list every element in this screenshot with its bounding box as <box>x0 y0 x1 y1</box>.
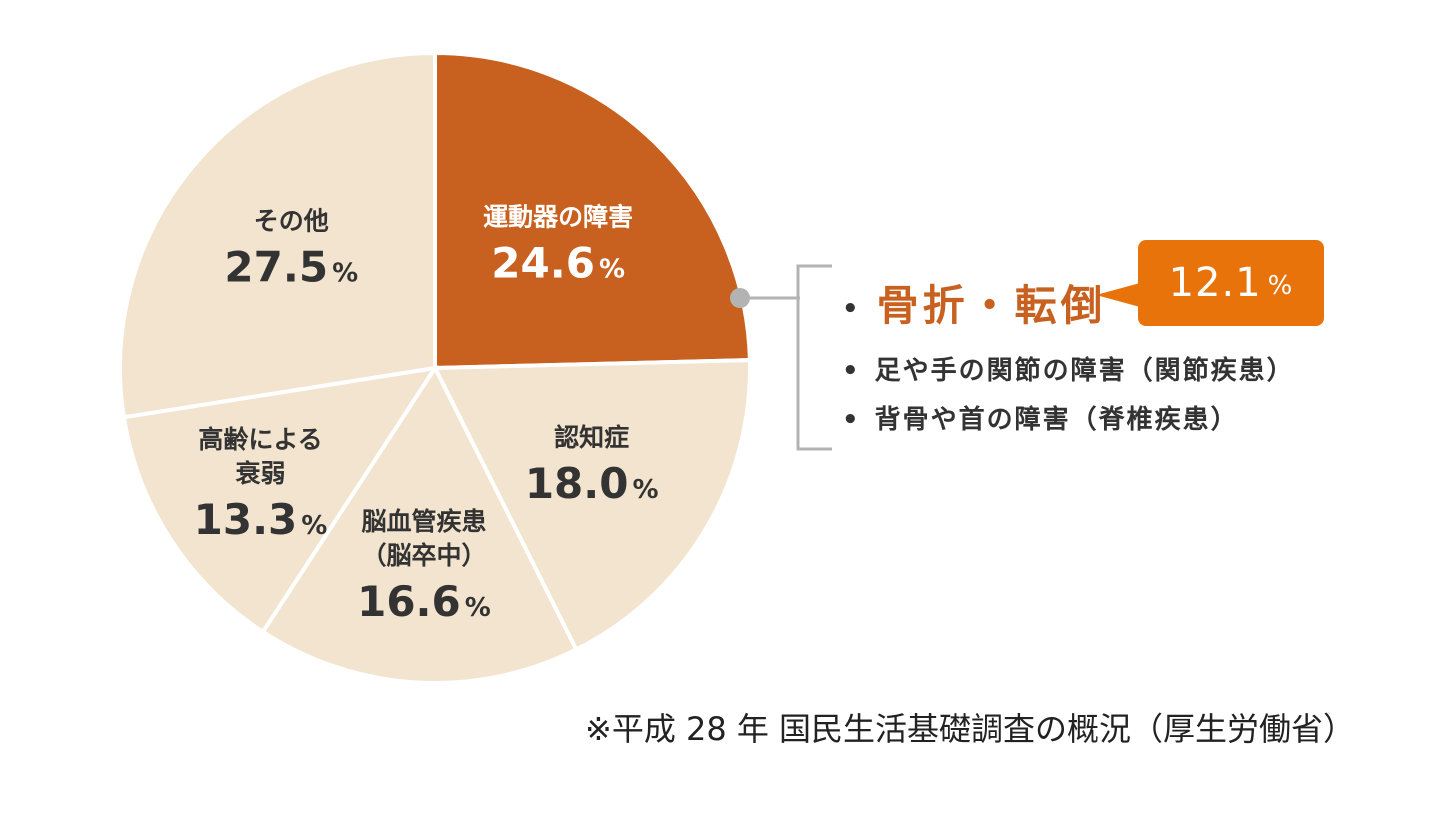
slice-value-unit: % <box>632 475 658 505</box>
slice-value-number: 24.6 <box>491 239 595 288</box>
slice-label: 高齢による <box>198 425 322 454</box>
callout-tail <box>1096 283 1140 307</box>
slice-value-number: 27.5 <box>224 242 328 291</box>
pie-slice <box>118 50 437 420</box>
slice-value: 13.3% <box>194 495 328 544</box>
slice-value-number: 13.3 <box>194 495 298 544</box>
slice-value-number: 18.0 <box>525 459 629 508</box>
breakdown-item-spine: • 背骨や首の障害（脊椎疾患） <box>842 399 1239 436</box>
breakdown-item-label: 背骨や首の障害（脊椎疾患） <box>874 405 1239 435</box>
slice-value: 27.5% <box>224 242 358 291</box>
slice-label: 脳血管疾患 <box>361 507 486 536</box>
pie-slices <box>118 50 752 685</box>
callout-number: 12.1 <box>1168 260 1262 306</box>
source-footnote: ※平成 28 年 国民生活基礎調査の概況（厚生労働省） <box>585 710 1356 748</box>
breakdown-item-joint: • 足や手の関節の障害（関節疾患） <box>842 350 1295 387</box>
slice-label: その他 <box>254 206 329 235</box>
breakdown-connector <box>730 264 832 451</box>
slice-value-unit: % <box>301 511 327 541</box>
breakdown-item-fracture: • 骨折・転倒 <box>842 272 1107 333</box>
pie-slice <box>260 363 579 685</box>
callout-unit: % <box>1267 271 1294 301</box>
slice-label: （脳卒中） <box>361 541 486 570</box>
bullet: • <box>842 405 861 435</box>
bullet: • <box>842 293 863 324</box>
slice-label: 運動器の障害 <box>483 203 633 232</box>
slice-label: 衰弱 <box>235 459 286 488</box>
connector-dot <box>730 288 750 308</box>
slice-value-unit: % <box>599 255 625 285</box>
bullet: • <box>842 356 861 386</box>
slice-value-unit: % <box>332 258 358 288</box>
pie-slice <box>121 365 440 635</box>
pie-slice <box>431 358 752 653</box>
slice-value-unit: % <box>465 593 491 623</box>
slice-value: 16.6% <box>357 577 491 626</box>
callout-box <box>1138 240 1324 326</box>
slice-value: 18.0% <box>525 459 659 508</box>
slice-value-number: 16.6 <box>357 577 461 626</box>
breakdown-item-label: 足や手の関節の障害（関節疾患） <box>874 356 1295 386</box>
slice-value: 24.6% <box>491 239 625 288</box>
breakdown-item-label: 骨折・転倒 <box>876 281 1107 330</box>
breakdown-bracket <box>796 264 832 451</box>
callout-value: 12.1% <box>1138 240 1324 326</box>
slice-label: 認知症 <box>554 423 629 452</box>
